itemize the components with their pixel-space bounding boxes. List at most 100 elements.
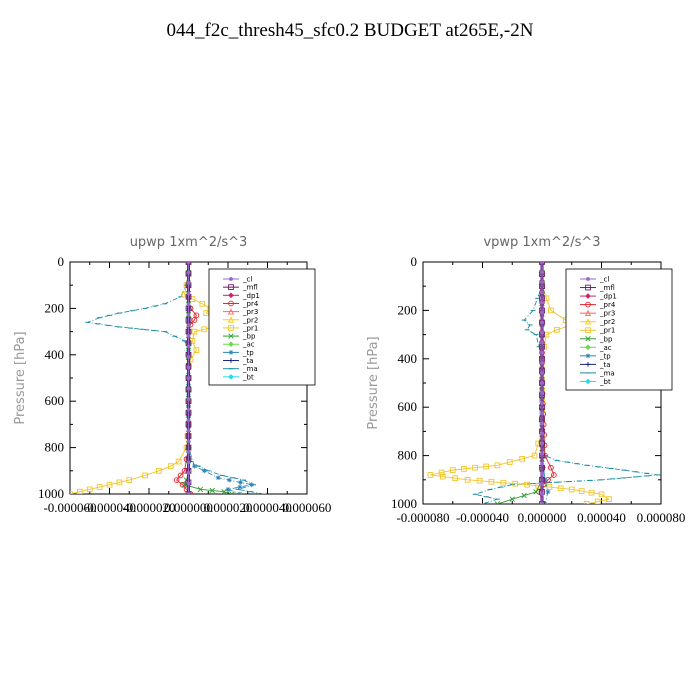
series-point-pr1 (578, 488, 585, 494)
series-point-cl (540, 320, 544, 325)
series-point-pr1 (483, 463, 490, 470)
series-point-cl (186, 418, 191, 423)
legend-marker (228, 333, 234, 339)
series-point-pr1 (476, 477, 483, 484)
y-tick-label: 0 (58, 254, 65, 269)
series-point-tp (545, 489, 551, 495)
series-point-cl (186, 439, 191, 444)
series-point-bp (533, 489, 539, 495)
x-tick-label: 0.000060 (283, 500, 332, 515)
series-point-pr1 (506, 459, 513, 465)
legend-marker (586, 277, 590, 281)
series-point-pr1 (548, 307, 554, 314)
series-point-cl (186, 449, 191, 454)
series-point-pr1 (583, 501, 590, 504)
series-point-cl (186, 333, 191, 338)
series-point-bp (229, 491, 235, 494)
series-point-cl (186, 302, 191, 307)
series-point-cl (540, 391, 544, 396)
series-point-cl (540, 340, 544, 345)
legend-marker (585, 378, 591, 385)
series-point-tp (238, 480, 243, 485)
series-point-tp (201, 468, 207, 474)
series-point-cl (540, 270, 544, 275)
series-point-cl (540, 290, 544, 295)
series-point-pr1 (598, 491, 605, 498)
legend-label: _pr1 (599, 327, 615, 335)
x-tick-label: -0.000060 (43, 500, 96, 515)
series-point-pr1 (524, 481, 530, 488)
panel-title: vpwp 1xm^2/s^3 (483, 235, 600, 250)
series-point-cl (186, 407, 191, 412)
series-point-tp (249, 482, 255, 488)
series-point-cl (540, 481, 544, 486)
legend-label: _pr3 (242, 308, 258, 316)
y-axis-label: Pressure [hPa] (366, 336, 381, 429)
x-tick-label: -0.000080 (396, 510, 449, 525)
legend-label: _ta (242, 357, 254, 365)
series-point-cl (186, 481, 191, 486)
y-tick-label: 1000 (38, 486, 64, 501)
series-point-pr1 (588, 489, 595, 496)
series-point-pr1 (142, 472, 148, 479)
series-point-cl (540, 502, 544, 504)
series-point-bp (494, 501, 501, 504)
series-point-pr1 (126, 477, 133, 483)
series-point-cl (540, 310, 544, 315)
legend-marker (584, 318, 592, 325)
series-point-pr1 (488, 478, 495, 485)
series-point-pr1 (606, 496, 612, 503)
series-point-pr1 (86, 486, 93, 493)
legend-marker (228, 292, 234, 299)
legend-label: _ma (242, 365, 258, 373)
series-point-pr1 (167, 463, 174, 470)
series-point-pr4 (177, 472, 184, 479)
series-point-pr1 (594, 498, 601, 504)
series-point-pr1 (461, 466, 467, 472)
series-point-pr1 (96, 484, 103, 490)
series-point-tp (225, 486, 231, 492)
legend-marker (585, 336, 591, 342)
series-point-cl (186, 460, 191, 465)
y-tick-label: 1000 (391, 496, 417, 511)
series-point-pr4 (551, 472, 557, 478)
series-point-pr1 (175, 458, 182, 465)
series-point-pr1 (519, 455, 526, 462)
series-point-bp (521, 492, 527, 499)
series-point-bp (221, 488, 227, 494)
series-point-tp (192, 463, 197, 469)
y-tick-label: 600 (45, 393, 65, 408)
series-point-cl (186, 492, 191, 494)
series-point-cl (540, 451, 544, 456)
legend-marker (585, 344, 591, 351)
series-point-pr1 (452, 475, 459, 482)
series-point-cl (540, 471, 544, 476)
series-point-cl (540, 411, 544, 416)
series-point-pr4 (548, 464, 554, 471)
series-point-cl (186, 270, 191, 275)
legend-label: _ac (242, 341, 255, 349)
series-line-ma (473, 262, 659, 504)
y-tick-label: 800 (398, 448, 418, 463)
x-tick-label: 0.000040 (577, 510, 626, 525)
series-point-pr1 (191, 328, 198, 335)
panel-title: upwp 1xm^2/s^3 (130, 235, 248, 250)
series-point-cl (186, 428, 191, 433)
y-tick-label: 400 (45, 347, 65, 362)
legend-marker (228, 341, 234, 348)
series-point-pr1 (464, 476, 471, 483)
series-point-pr1 (494, 462, 501, 469)
series-point-pr1 (554, 326, 560, 333)
legend-marker (585, 293, 591, 299)
x-tick-label: 0.000040 (243, 500, 292, 515)
series-point-cl (186, 354, 191, 359)
x-tick-label: 0.000000 (518, 510, 567, 525)
x-tick-label: 0.000020 (204, 500, 253, 515)
series-point-bp (509, 496, 515, 502)
series-point-cl (186, 323, 191, 328)
series-point-tp (215, 475, 221, 481)
series-point-cl (540, 381, 544, 385)
series-point-cl (540, 300, 544, 305)
legend-label: _ac (599, 344, 612, 352)
legend-marker (228, 325, 234, 331)
